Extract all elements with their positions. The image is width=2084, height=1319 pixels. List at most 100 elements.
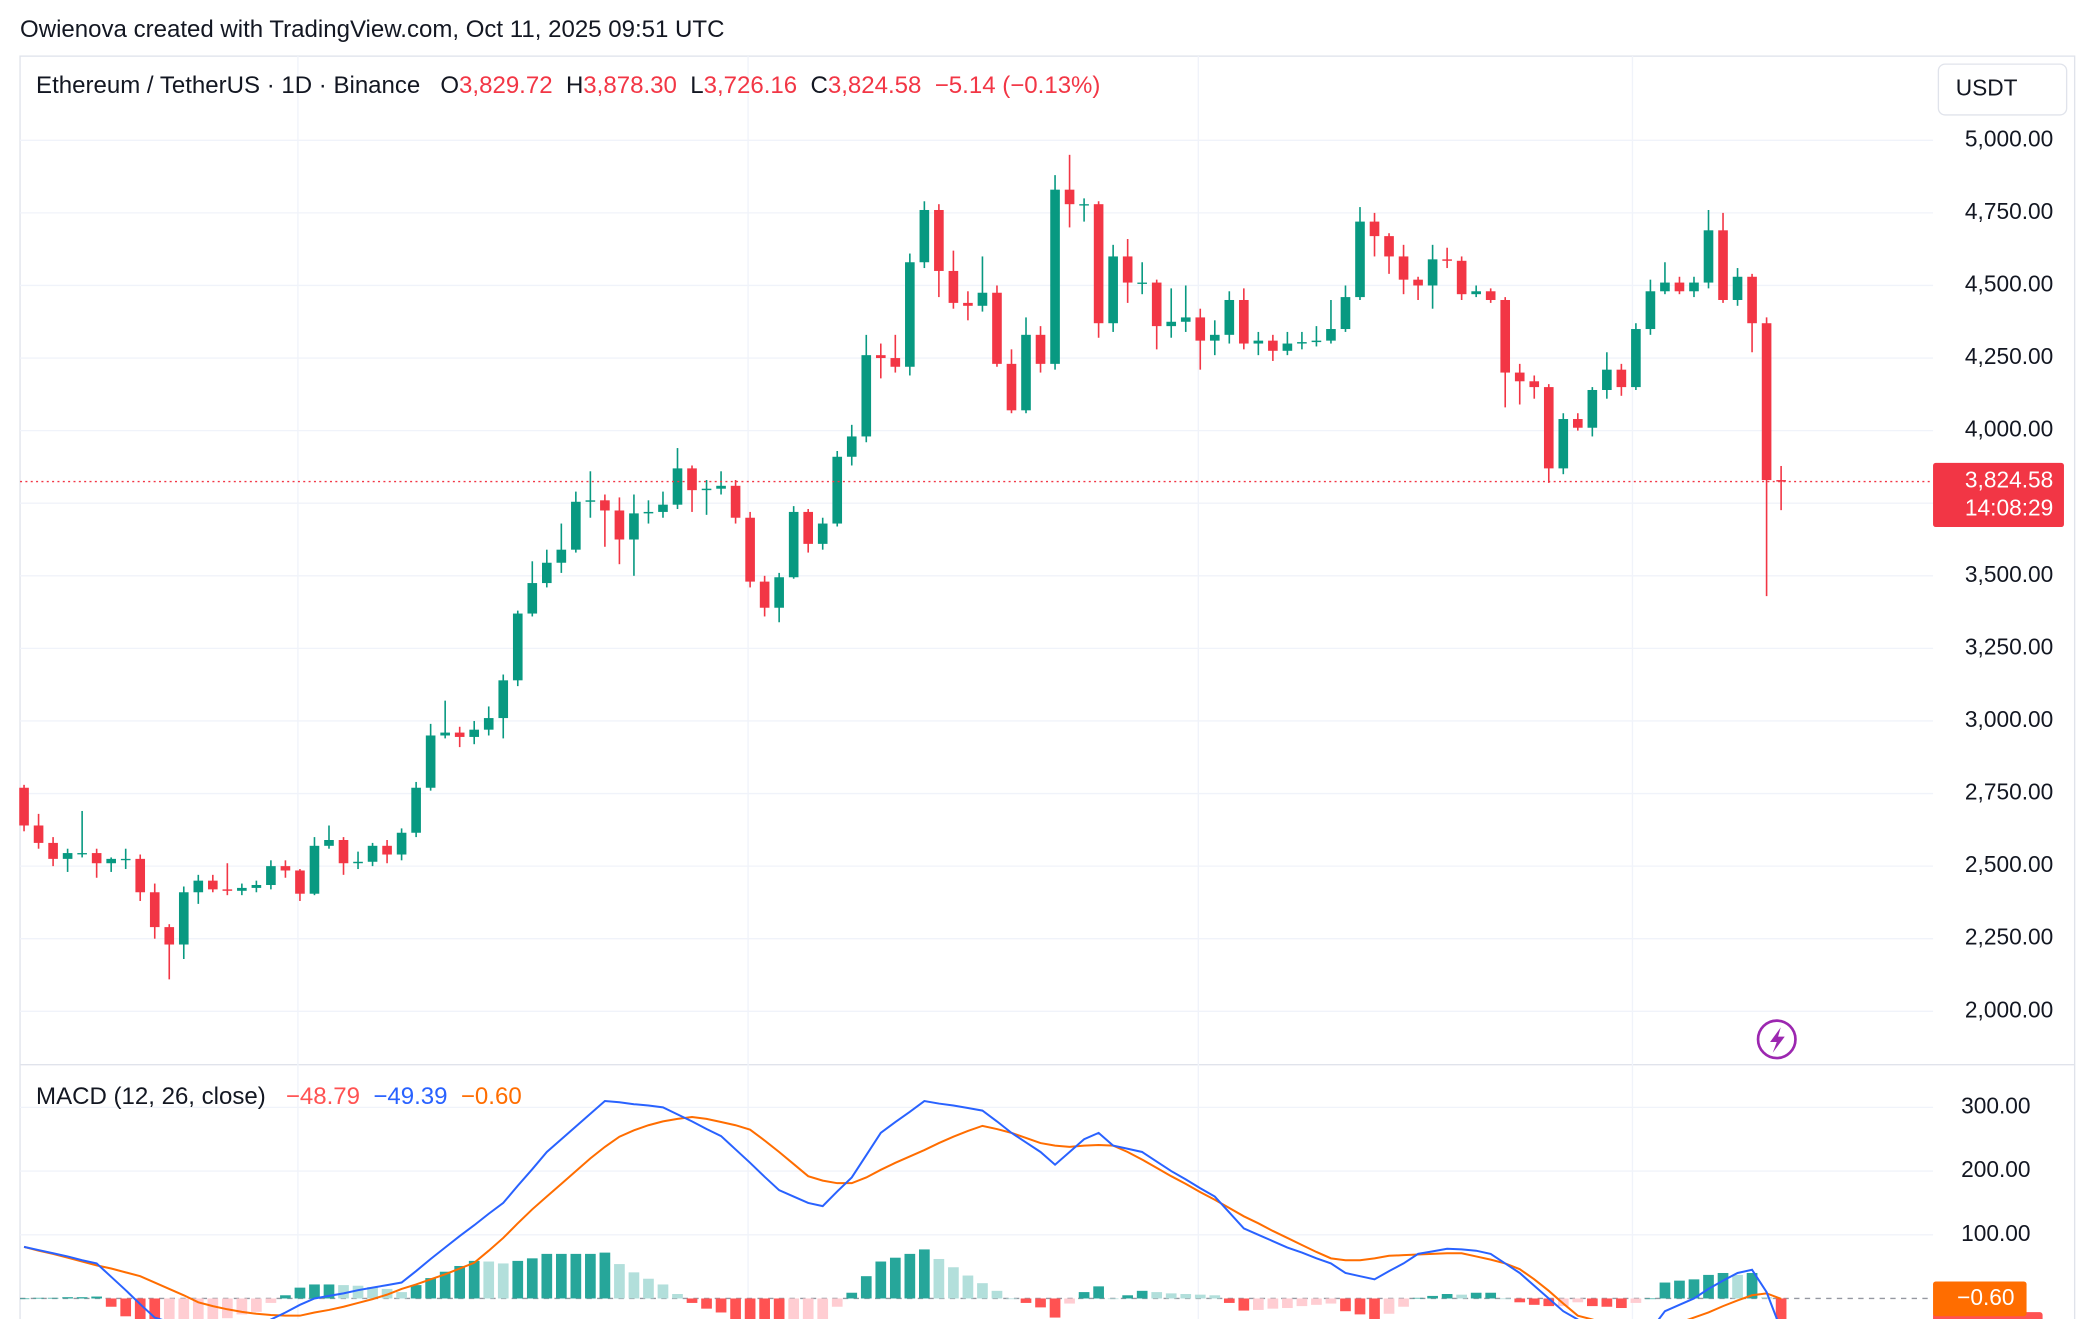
y-tick-label: 2,750.00 [1965, 779, 2053, 805]
candle-body [1122, 256, 1133, 283]
ohlc-key: C [811, 72, 828, 99]
histogram-bar [497, 1263, 509, 1299]
candle-body [1282, 343, 1293, 351]
histogram-bar [919, 1249, 930, 1299]
histogram-bar [1006, 1298, 1017, 1300]
unit-box[interactable] [1937, 63, 2068, 116]
histogram-bar [1616, 1298, 1627, 1309]
histogram-bar [1369, 1298, 1380, 1319]
candle-body [1660, 282, 1670, 292]
candle-body [905, 262, 915, 367]
ohlc-value: 3,726.16 [704, 72, 798, 99]
candle-body [1209, 334, 1220, 341]
histogram-bar [1223, 1298, 1235, 1303]
candle-body [106, 858, 116, 864]
ohlc-key: O [440, 72, 459, 99]
histogram-bar [759, 1298, 770, 1319]
candle-body [382, 845, 392, 855]
candle-body [309, 845, 320, 894]
histogram-bar [1645, 1298, 1656, 1300]
histogram-bar [91, 1296, 102, 1299]
histogram-bar [338, 1285, 349, 1299]
candle-body [629, 513, 639, 540]
grid [20, 139, 1934, 1236]
histogram-bar [1659, 1282, 1671, 1299]
y-tick-label: 2,500.00 [1965, 851, 2053, 877]
candle-body [1529, 381, 1540, 388]
y-tick-label: 5,000.00 [1965, 125, 2053, 151]
histogram-bar [163, 1298, 175, 1319]
histogram-bar [1775, 1298, 1787, 1319]
histogram-bar [1572, 1298, 1584, 1303]
histogram-bar [367, 1287, 378, 1299]
histogram-bar [701, 1298, 712, 1309]
histogram-bar [1630, 1298, 1642, 1303]
y-tick-label: 4,750.00 [1965, 198, 2053, 224]
candle-body [1689, 282, 1699, 292]
histogram-bar [468, 1260, 480, 1299]
candle-body [600, 500, 610, 511]
histogram-bar [149, 1298, 161, 1319]
histogram-bar [134, 1298, 146, 1319]
histogram-bar [1049, 1298, 1061, 1318]
macd-line [23, 1099, 1778, 1319]
histogram-bar [744, 1298, 756, 1319]
histogram-bar [439, 1271, 451, 1299]
candle-body [1761, 323, 1772, 481]
candle-body [948, 270, 959, 303]
candle-body [701, 488, 712, 491]
candle-body [803, 511, 814, 544]
candle-body [1602, 369, 1612, 390]
candle-body [1413, 279, 1423, 286]
change: −5.14 (−0.13%) [935, 72, 1101, 99]
histogram-bar [614, 1264, 625, 1299]
candle-body [469, 729, 480, 737]
y-tick-label: 300.00 [1961, 1092, 2030, 1118]
candle-body [1558, 419, 1569, 469]
histogram-bar [62, 1297, 73, 1299]
candle-body [1369, 221, 1380, 237]
candle-body [178, 892, 189, 945]
candle-body [934, 209, 944, 271]
candle-body [658, 504, 668, 512]
histogram-bar [1311, 1298, 1322, 1305]
candle-body [1326, 329, 1336, 341]
histogram-bar [991, 1290, 1003, 1299]
histogram-bar [948, 1267, 959, 1299]
histogram-bar [20, 1298, 30, 1300]
candle-body [1573, 419, 1583, 428]
candle-body [164, 927, 175, 945]
candle-body [963, 302, 973, 306]
candle-body [48, 842, 58, 859]
histogram-bar [265, 1298, 277, 1303]
histogram-bar [1441, 1294, 1453, 1299]
histogram-bar [672, 1294, 683, 1299]
candle-body [1384, 236, 1394, 257]
macd-legend-value: −48.79 [286, 1083, 360, 1110]
candle-body [556, 549, 567, 563]
lightning-icon[interactable] [1756, 1019, 1797, 1060]
candle-body [208, 880, 218, 890]
histogram-bar [585, 1253, 596, 1299]
y-tick-label: 4,250.00 [1965, 343, 2053, 369]
histogram-bar [280, 1295, 291, 1299]
histogram-bar [1340, 1298, 1351, 1312]
histogram-bar [802, 1298, 814, 1319]
histogram-bar [1543, 1298, 1555, 1307]
histogram-bar [555, 1253, 567, 1299]
histogram-bar [1064, 1298, 1075, 1304]
histogram-bar [1238, 1298, 1250, 1311]
price-legend: Ethereum / TetherUS · 1D · Binance O3,82… [36, 72, 1100, 99]
histogram-bar [1674, 1280, 1685, 1299]
y-tick-label: 3,500.00 [1965, 561, 2053, 587]
candle-body [1021, 334, 1031, 411]
candle-body [440, 732, 450, 736]
candle-body [62, 853, 73, 859]
histogram-bar [1586, 1298, 1598, 1307]
candle-body [425, 735, 436, 788]
histogram-bar [686, 1298, 698, 1303]
histogram-bar [1746, 1272, 1758, 1299]
candle-body [411, 787, 421, 833]
candle-body [1427, 259, 1438, 286]
candle-body [19, 787, 29, 826]
